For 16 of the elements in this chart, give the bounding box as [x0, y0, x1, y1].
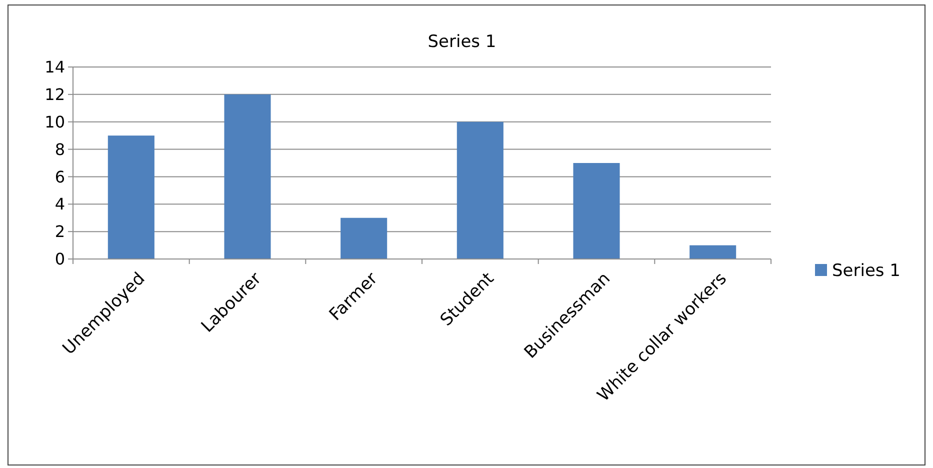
y-tick-label: 10	[44, 112, 65, 132]
y-tick-label: 2	[54, 222, 65, 242]
legend-label: Series 1	[832, 260, 900, 281]
y-tick-label: 14	[44, 58, 65, 77]
bar	[456, 122, 504, 259]
bar	[690, 245, 736, 259]
y-tick-label: 6	[54, 167, 65, 186]
bar	[108, 136, 154, 259]
y-tick-label: 8	[54, 140, 65, 159]
bar	[573, 163, 620, 259]
y-tick-label: 0	[54, 250, 65, 269]
y-tick-label: 12	[44, 85, 65, 104]
chart-title: Series 1	[428, 32, 496, 52]
bar	[340, 218, 388, 259]
bar	[224, 94, 271, 259]
y-tick-label: 4	[54, 194, 65, 214]
